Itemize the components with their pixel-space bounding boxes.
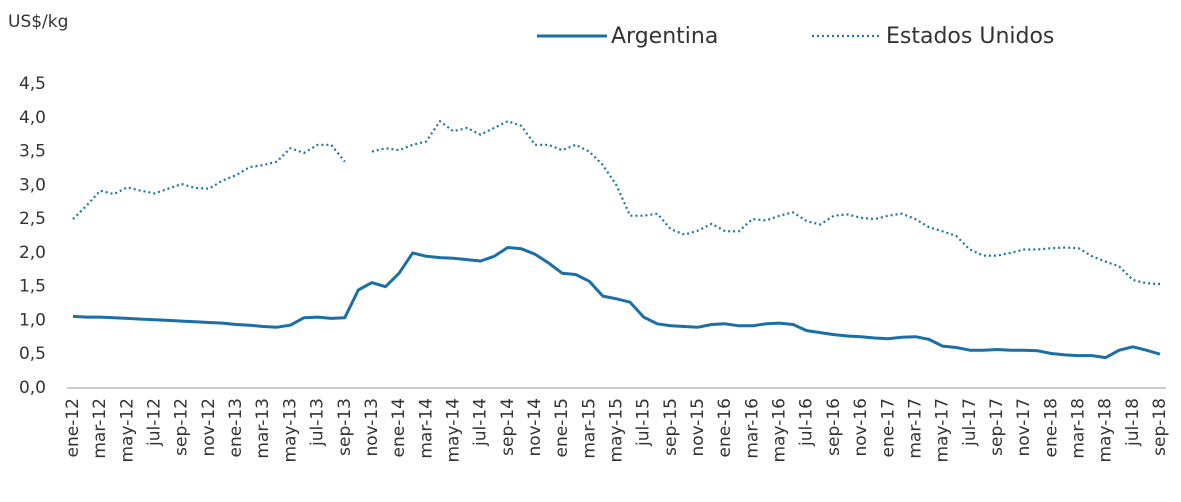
x-tick-label: may-17 [933, 398, 953, 463]
x-tick-label: nov-17 [1014, 398, 1034, 457]
x-tick-label: ene-16 [715, 398, 735, 457]
series-line [72, 120, 1161, 286]
y-axis-label: US$/kg [8, 12, 68, 32]
x-tick-label: ene-18 [1041, 398, 1061, 457]
x-tick-label: jul-17 [960, 398, 980, 447]
x-tick-label: jul-13 [308, 398, 328, 447]
x-tick-label: sep-18 [1150, 398, 1170, 456]
y-tick-label: 4,5 [19, 74, 46, 94]
x-tick-label: mar-14 [416, 398, 436, 459]
x-tick-label: sep-16 [824, 398, 844, 456]
x-tick-label: jul-15 [634, 398, 654, 447]
y-tick-label: 0,0 [19, 378, 46, 398]
x-tick-label: jul-14 [471, 398, 491, 447]
x-tick-label: may-14 [443, 398, 463, 463]
x-tick-label: ene-13 [226, 398, 246, 457]
x-tick-label: nov-14 [525, 398, 545, 457]
x-tick-label: nov-12 [199, 398, 219, 457]
x-tick-label: jul-18 [1123, 398, 1143, 447]
x-tick-label: may-15 [607, 398, 627, 463]
x-tick-label: jul-12 [145, 398, 165, 447]
x-tick-label: mar-18 [1068, 398, 1088, 459]
x-tick-label: may-13 [280, 398, 300, 463]
y-tick-label: 4,0 [19, 108, 46, 128]
x-tick-label: mar-13 [253, 398, 273, 459]
x-tick-label: jul-16 [797, 398, 817, 447]
x-tick-label: nov-15 [688, 398, 708, 457]
y-tick-label: 1,5 [19, 277, 46, 297]
x-tick-label: mar-15 [579, 398, 599, 459]
x-tick-label: may-18 [1096, 398, 1116, 463]
x-tick-label: sep-12 [172, 398, 192, 456]
x-tick-label: may-16 [770, 398, 790, 463]
x-tick-label: ene-15 [552, 398, 572, 457]
x-tick-label: sep-17 [987, 398, 1007, 456]
series-line [72, 246, 1161, 360]
x-tick-label: mar-16 [742, 398, 762, 459]
x-tick-label: nov-13 [362, 398, 382, 457]
x-tick-label: ene-12 [63, 398, 83, 457]
legend-label: Argentina [611, 24, 718, 49]
x-tick-label: nov-16 [851, 398, 871, 457]
x-tick-label: ene-17 [878, 398, 898, 457]
x-tick-label: may-12 [117, 398, 137, 463]
x-tick-label: sep-13 [335, 398, 355, 456]
x-tick-label: mar-17 [905, 398, 925, 459]
legend-label: Estados Unidos [886, 24, 1054, 49]
y-tick-label: 2,5 [19, 209, 46, 229]
x-tick-label: mar-12 [90, 398, 110, 459]
x-tick-label: sep-14 [498, 398, 518, 456]
y-tick-label: 2,0 [19, 243, 46, 263]
x-tick-label: ene-14 [389, 398, 409, 457]
y-tick-label: 3,0 [19, 175, 46, 195]
y-tick-label: 0,5 [19, 344, 46, 364]
y-tick-label: 1,0 [19, 310, 46, 330]
y-tick-label: 3,5 [19, 142, 46, 162]
x-tick-label: sep-15 [661, 398, 681, 456]
